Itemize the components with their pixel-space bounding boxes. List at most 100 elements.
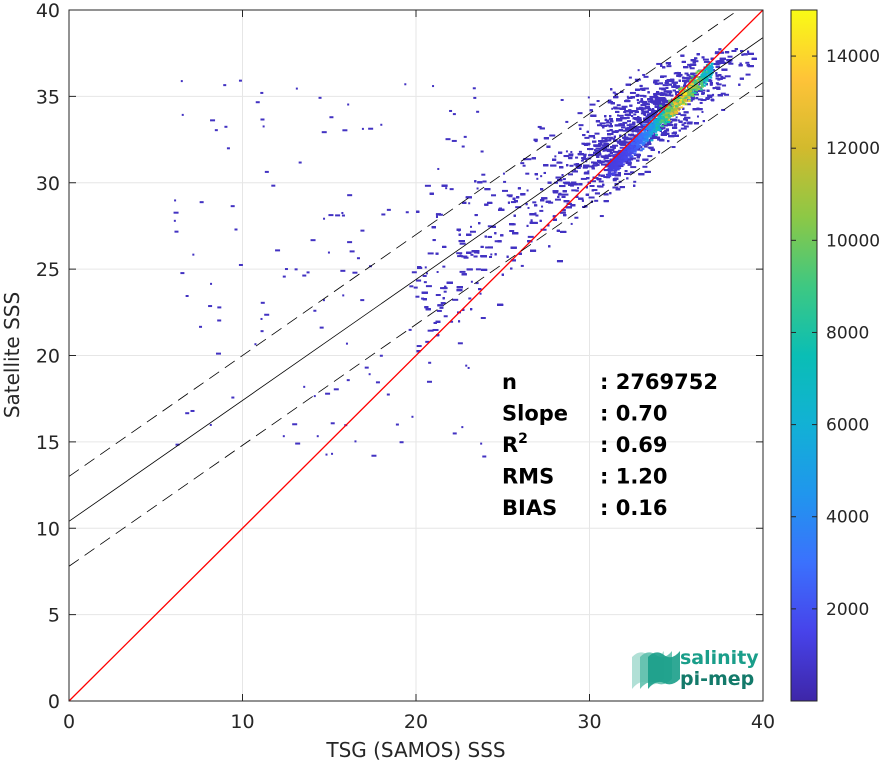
density-bin (424, 184, 431, 187)
density-bin (694, 57, 698, 60)
density-bin (673, 72, 676, 75)
density-bin (654, 105, 658, 108)
density-bin (675, 116, 678, 119)
density-bin (554, 155, 557, 158)
density-bin (607, 133, 612, 136)
density-bin (509, 230, 515, 233)
density-bin (719, 57, 726, 60)
density-bin (520, 193, 526, 196)
density-bin (501, 189, 508, 192)
density-bin (599, 122, 606, 125)
density-bin (494, 232, 497, 235)
density-bin (539, 209, 544, 212)
density-bin (580, 177, 587, 180)
density-bin (629, 158, 634, 161)
density-bin (624, 100, 631, 103)
density-bin (606, 124, 610, 127)
density-bin (675, 72, 681, 75)
density-bin (675, 94, 682, 97)
density-bin (720, 77, 726, 80)
density-bin (677, 73, 683, 76)
density-bin (612, 150, 618, 153)
density-bin (629, 96, 635, 99)
density-bin (594, 132, 600, 135)
density-bin (700, 99, 707, 102)
density-bin (598, 142, 603, 145)
density-bin (653, 100, 657, 103)
density-bin (487, 225, 493, 228)
density-bin (611, 130, 618, 133)
density-bin (702, 58, 709, 61)
density-bin (660, 75, 665, 78)
density-bin (525, 203, 528, 206)
density-bin (653, 81, 658, 84)
density-bin (739, 77, 744, 80)
density-bin (490, 253, 493, 256)
density-bin (626, 130, 629, 133)
density-bin (675, 92, 678, 95)
density-bin (613, 135, 616, 138)
density-bin (475, 268, 481, 271)
density-bin (598, 180, 604, 183)
density-bin (575, 195, 579, 198)
density-bin (574, 169, 577, 172)
density-bin (636, 99, 639, 102)
density-bin (664, 132, 670, 135)
density-bin (596, 177, 599, 180)
density-bin (566, 164, 569, 167)
density-bin (536, 177, 539, 180)
density-bin (684, 72, 689, 75)
density-bin (638, 106, 642, 109)
density-bin (484, 235, 487, 238)
density-bin (678, 75, 682, 78)
density-bin (745, 73, 751, 76)
density-bin (531, 221, 538, 224)
density-bin (553, 181, 558, 184)
density-bin (597, 124, 603, 127)
density-bin (674, 91, 679, 94)
density-bin (686, 85, 689, 88)
density-bin (619, 165, 624, 168)
density-bin (666, 65, 672, 68)
density-bin (503, 180, 507, 183)
density-bin (680, 54, 685, 57)
density-bin (682, 76, 685, 79)
density-bin (720, 77, 723, 80)
density-bin (501, 273, 504, 276)
density-bin (589, 103, 596, 106)
density-bin (442, 287, 448, 290)
density-bin (592, 140, 597, 143)
density-bin (441, 184, 448, 187)
density-bin (435, 320, 441, 323)
density-bin (540, 175, 543, 178)
density-bin (639, 94, 645, 97)
density-bin (708, 79, 713, 82)
density-bin (626, 177, 629, 180)
density-bin (667, 140, 670, 143)
density-bin (512, 197, 516, 200)
density-bin (619, 186, 625, 189)
density-bin (647, 100, 651, 103)
density-bin (602, 126, 605, 129)
density-bin (683, 111, 689, 114)
density-bin (609, 118, 613, 121)
density-bin (660, 127, 664, 130)
density-bin (484, 188, 491, 191)
density-bin (629, 91, 636, 94)
density-bin (468, 202, 471, 205)
density-bin (678, 129, 681, 132)
density-bin (607, 101, 613, 104)
density-bin (602, 149, 605, 152)
density-bin (692, 76, 696, 79)
density-bin (591, 161, 595, 164)
density-bin (456, 289, 463, 292)
density-bin (671, 146, 676, 149)
density-bin (596, 178, 601, 181)
density-bin (543, 164, 549, 167)
density-bin (727, 61, 732, 64)
density-bin (582, 166, 587, 169)
density-bin (570, 204, 576, 207)
density-bin (459, 242, 466, 245)
density-bin (628, 109, 632, 112)
density-bin (570, 150, 573, 153)
